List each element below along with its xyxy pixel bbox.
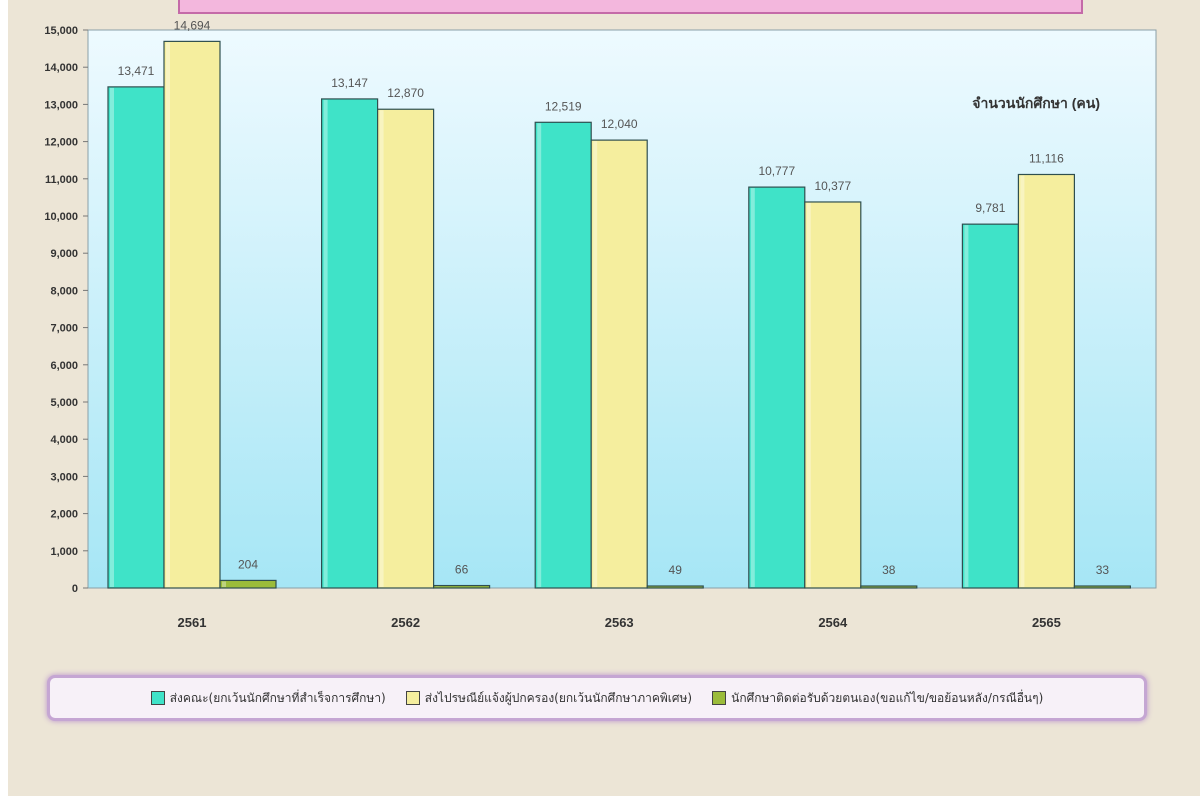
data-label: 204 (238, 557, 258, 571)
legend-swatch (712, 691, 727, 705)
y-tick-label: 2,000 (50, 509, 78, 521)
bar-highlight (964, 225, 969, 588)
y-tick-label: 14,000 (44, 62, 78, 74)
data-label: 38 (882, 563, 896, 577)
data-label: 14,694 (174, 18, 211, 32)
bar-highlight (379, 110, 384, 588)
data-label: 12,870 (387, 86, 424, 100)
bar (804, 201, 862, 589)
data-label: 10,777 (758, 164, 795, 178)
legend-swatch (150, 691, 165, 705)
y-tick-label: 10,000 (44, 211, 78, 223)
data-label: 13,471 (118, 64, 155, 78)
bar (590, 139, 648, 589)
bar-highlight (593, 141, 598, 587)
y-tick-label: 12,000 (44, 137, 78, 149)
y-tick-label: 8,000 (50, 285, 78, 297)
x-tick-label: 2565 (1032, 615, 1061, 630)
y-tick-label: 7,000 (50, 323, 78, 335)
y-tick-label: 3,000 (50, 471, 78, 483)
bar (961, 223, 1020, 589)
bar-highlight (222, 581, 226, 587)
bar-highlight (323, 99, 328, 587)
bar (433, 584, 491, 589)
y-tick-label: 5,000 (50, 397, 78, 409)
bar (1017, 173, 1076, 589)
y-tick-label: 0 (72, 583, 78, 595)
legend-label: ส่งคณะ(ยกเว้นนักศึกษาที่สำเร็จการศึกษา) (169, 690, 386, 705)
bar (219, 579, 277, 589)
x-tick-label: 2564 (818, 615, 848, 630)
legend-item: ส่งคณะ(ยกเว้นนักศึกษาที่สำเร็จการศึกษา) (150, 689, 386, 708)
chart-title: จำนวนนักศึกษา (คน) (972, 95, 1100, 111)
y-tick-label: 6,000 (50, 360, 78, 372)
bar (377, 108, 435, 589)
legend-item: ส่งไปรษณีย์แจ้งผู้ปกครอง(ยกเว้นนักศึกษาภ… (405, 689, 693, 708)
y-tick-label: 1,000 (50, 546, 78, 558)
data-label: 49 (669, 563, 683, 577)
data-label: 66 (455, 563, 469, 577)
data-label: 12,519 (545, 99, 582, 113)
y-tick-label: 15,000 (44, 25, 78, 37)
bar (646, 585, 704, 589)
bar (163, 40, 221, 589)
bar-highlight (1020, 175, 1025, 587)
bar (748, 186, 806, 589)
bar (321, 98, 379, 589)
y-tick-label: 4,000 (50, 434, 78, 446)
bar-highlight (537, 123, 542, 587)
bar-highlight (806, 202, 811, 588)
bar (107, 86, 165, 589)
y-tick-label: 9,000 (50, 248, 78, 260)
y-tick-label: 11,000 (45, 174, 78, 186)
title-banner (178, 0, 1083, 14)
legend-swatch (405, 691, 420, 705)
x-tick-label: 2563 (605, 615, 634, 630)
bar-chart: จำนวนนักศึกษา (คน) 0 1,000 2,000 3,000 4,000… (44, 18, 1157, 630)
y-tick-label: 13,000 (44, 99, 78, 111)
x-tick-label: 2562 (391, 615, 420, 630)
data-label: 9,781 (975, 201, 1005, 215)
bar-highlight (750, 188, 755, 588)
data-label: 33 (1096, 563, 1110, 577)
bar-highlight (110, 87, 114, 588)
bar-highlight (166, 42, 170, 588)
legend: ส่งคณะ(ยกเว้นนักศึกษาที่สำเร็จการศึกษา) ส… (47, 675, 1147, 721)
legend-label: ส่งไปรษณีย์แจ้งผู้ปกครอง(ยกเว้นนักศึกษาภ… (424, 690, 693, 705)
data-label: 11,116 (1029, 151, 1064, 165)
bar (1073, 585, 1132, 589)
x-tick-label: 2561 (178, 615, 207, 630)
data-label: 13,147 (331, 76, 368, 90)
data-label: 12,040 (601, 117, 638, 131)
bar (534, 121, 592, 589)
legend-item: นักศึกษาติดต่อรับด้วยตนเอง(ขอแก้ไข/ขอย้อ… (712, 689, 1043, 708)
data-label: 10,377 (814, 179, 851, 193)
legend-label: นักศึกษาติดต่อรับด้วยตนเอง(ขอแก้ไข/ขอย้อ… (731, 690, 1044, 705)
bar (860, 585, 918, 589)
